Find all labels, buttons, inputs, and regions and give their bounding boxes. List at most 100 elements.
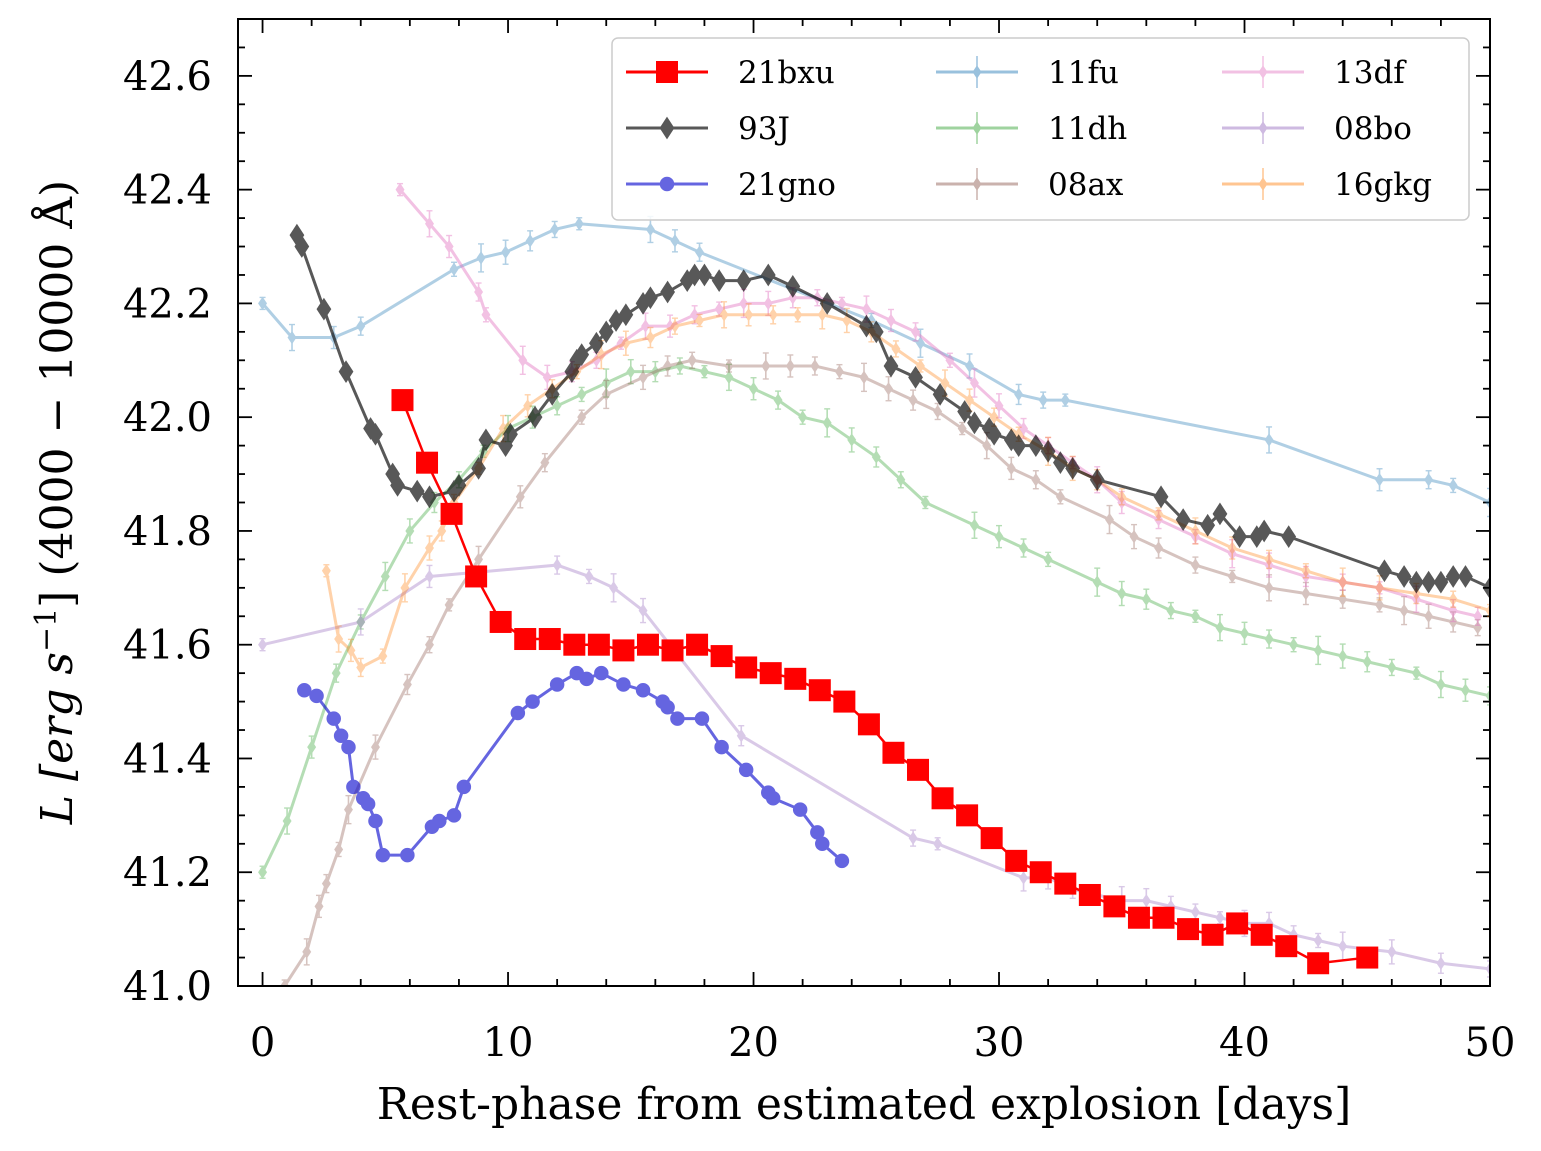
data-point [760, 263, 776, 287]
data-point [503, 422, 518, 446]
data-point [1436, 956, 1446, 970]
data-point [1227, 569, 1237, 584]
data-point [957, 421, 967, 436]
legend-label: 13df [1334, 55, 1407, 91]
data-point [907, 758, 930, 781]
data-point [1264, 632, 1274, 646]
data-point [1141, 893, 1151, 908]
data-point [1258, 177, 1268, 191]
data-point [334, 842, 344, 857]
data-point [1019, 421, 1029, 436]
x-tick-label: 30 [974, 1020, 1025, 1066]
data-point [1200, 513, 1216, 537]
data-point [1377, 559, 1392, 583]
data-point [331, 666, 341, 680]
legend-label: 08ax [1048, 167, 1124, 203]
x-tick-label: 20 [728, 1020, 779, 1066]
data-point [1226, 912, 1249, 935]
data-point [1177, 918, 1200, 941]
data-point [1190, 558, 1200, 572]
data-point [1154, 541, 1164, 555]
data-point [587, 633, 610, 656]
data-point [405, 524, 415, 538]
data-point [577, 410, 587, 424]
y-tick-label: 42.4 [123, 168, 212, 214]
data-point [761, 359, 771, 373]
data-point [1152, 906, 1175, 929]
series-layer [258, 182, 1490, 986]
data-point [515, 490, 525, 504]
data-point [378, 649, 388, 663]
legend-entry-08ax [936, 168, 1018, 200]
data-point [1258, 65, 1268, 79]
data-point [847, 433, 857, 447]
legend-entry-16gkg [1222, 168, 1304, 200]
data-point [1301, 586, 1311, 601]
data-point [1338, 575, 1348, 589]
data-point [724, 359, 734, 373]
data-point [1264, 433, 1274, 447]
data-point [314, 899, 324, 914]
data-point [1445, 565, 1461, 588]
data-point [527, 405, 543, 429]
data-point [577, 387, 587, 402]
data-point [834, 364, 844, 379]
data-point [380, 569, 390, 584]
data-point [1006, 461, 1016, 476]
data-point [334, 632, 344, 646]
data-point [1387, 945, 1397, 959]
data-point [884, 382, 894, 396]
data-point [1356, 946, 1379, 969]
data-point [1433, 570, 1449, 594]
legend-frame [611, 37, 1470, 221]
data-point [437, 524, 447, 538]
data-point [1005, 849, 1028, 872]
data-point [1227, 546, 1237, 561]
data-point [258, 865, 268, 879]
y-tick-label: 41.0 [123, 964, 212, 1010]
data-point [563, 633, 586, 656]
data-point [416, 451, 439, 474]
data-point [663, 359, 673, 373]
legend-entry-21gno [626, 176, 708, 192]
data-point [1031, 473, 1041, 487]
data-point [589, 331, 604, 355]
y-tick-label: 41.2 [123, 850, 212, 896]
data-point [1399, 603, 1409, 618]
data-point [665, 319, 675, 333]
data-point [574, 343, 590, 366]
data-point [695, 245, 705, 259]
data-point [817, 308, 827, 322]
data-point [1029, 861, 1052, 884]
data-point [326, 711, 341, 726]
data-point [638, 370, 648, 385]
data-point [969, 518, 979, 532]
data-point [1424, 473, 1434, 487]
legend-label: 16gkg [1334, 167, 1432, 203]
data-point [1338, 575, 1348, 589]
data-point [1313, 643, 1323, 658]
data-point [1055, 490, 1065, 504]
data-point [356, 319, 366, 333]
data-point [933, 837, 943, 851]
data-point [659, 176, 675, 192]
data-point [1190, 524, 1200, 538]
data-point [1338, 649, 1348, 663]
data-point [744, 308, 754, 322]
data-point [1473, 609, 1483, 623]
data-point [525, 234, 535, 248]
data-point [785, 274, 801, 298]
data-point [1190, 905, 1200, 919]
data-point [309, 688, 324, 704]
data-point [1103, 895, 1126, 918]
y-axis-label-exponent: −1 [29, 608, 64, 652]
data-point [451, 474, 467, 497]
data-point [1240, 626, 1249, 641]
series-21gno [297, 665, 850, 869]
data-point [409, 479, 425, 503]
data-point [833, 690, 856, 713]
data-point [933, 404, 943, 419]
data-point [1011, 434, 1027, 457]
data-point [391, 389, 414, 412]
data-point [738, 762, 754, 778]
